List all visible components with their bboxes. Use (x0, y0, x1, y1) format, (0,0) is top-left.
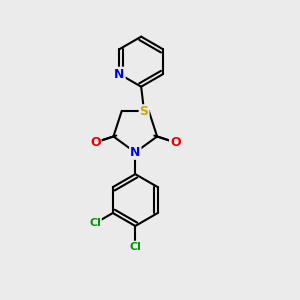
Text: N: N (130, 146, 140, 159)
Text: O: O (90, 136, 101, 149)
Text: O: O (170, 136, 181, 149)
Text: Cl: Cl (89, 218, 101, 228)
Text: N: N (114, 68, 125, 81)
Text: Cl: Cl (129, 242, 141, 252)
Text: S: S (140, 105, 148, 118)
